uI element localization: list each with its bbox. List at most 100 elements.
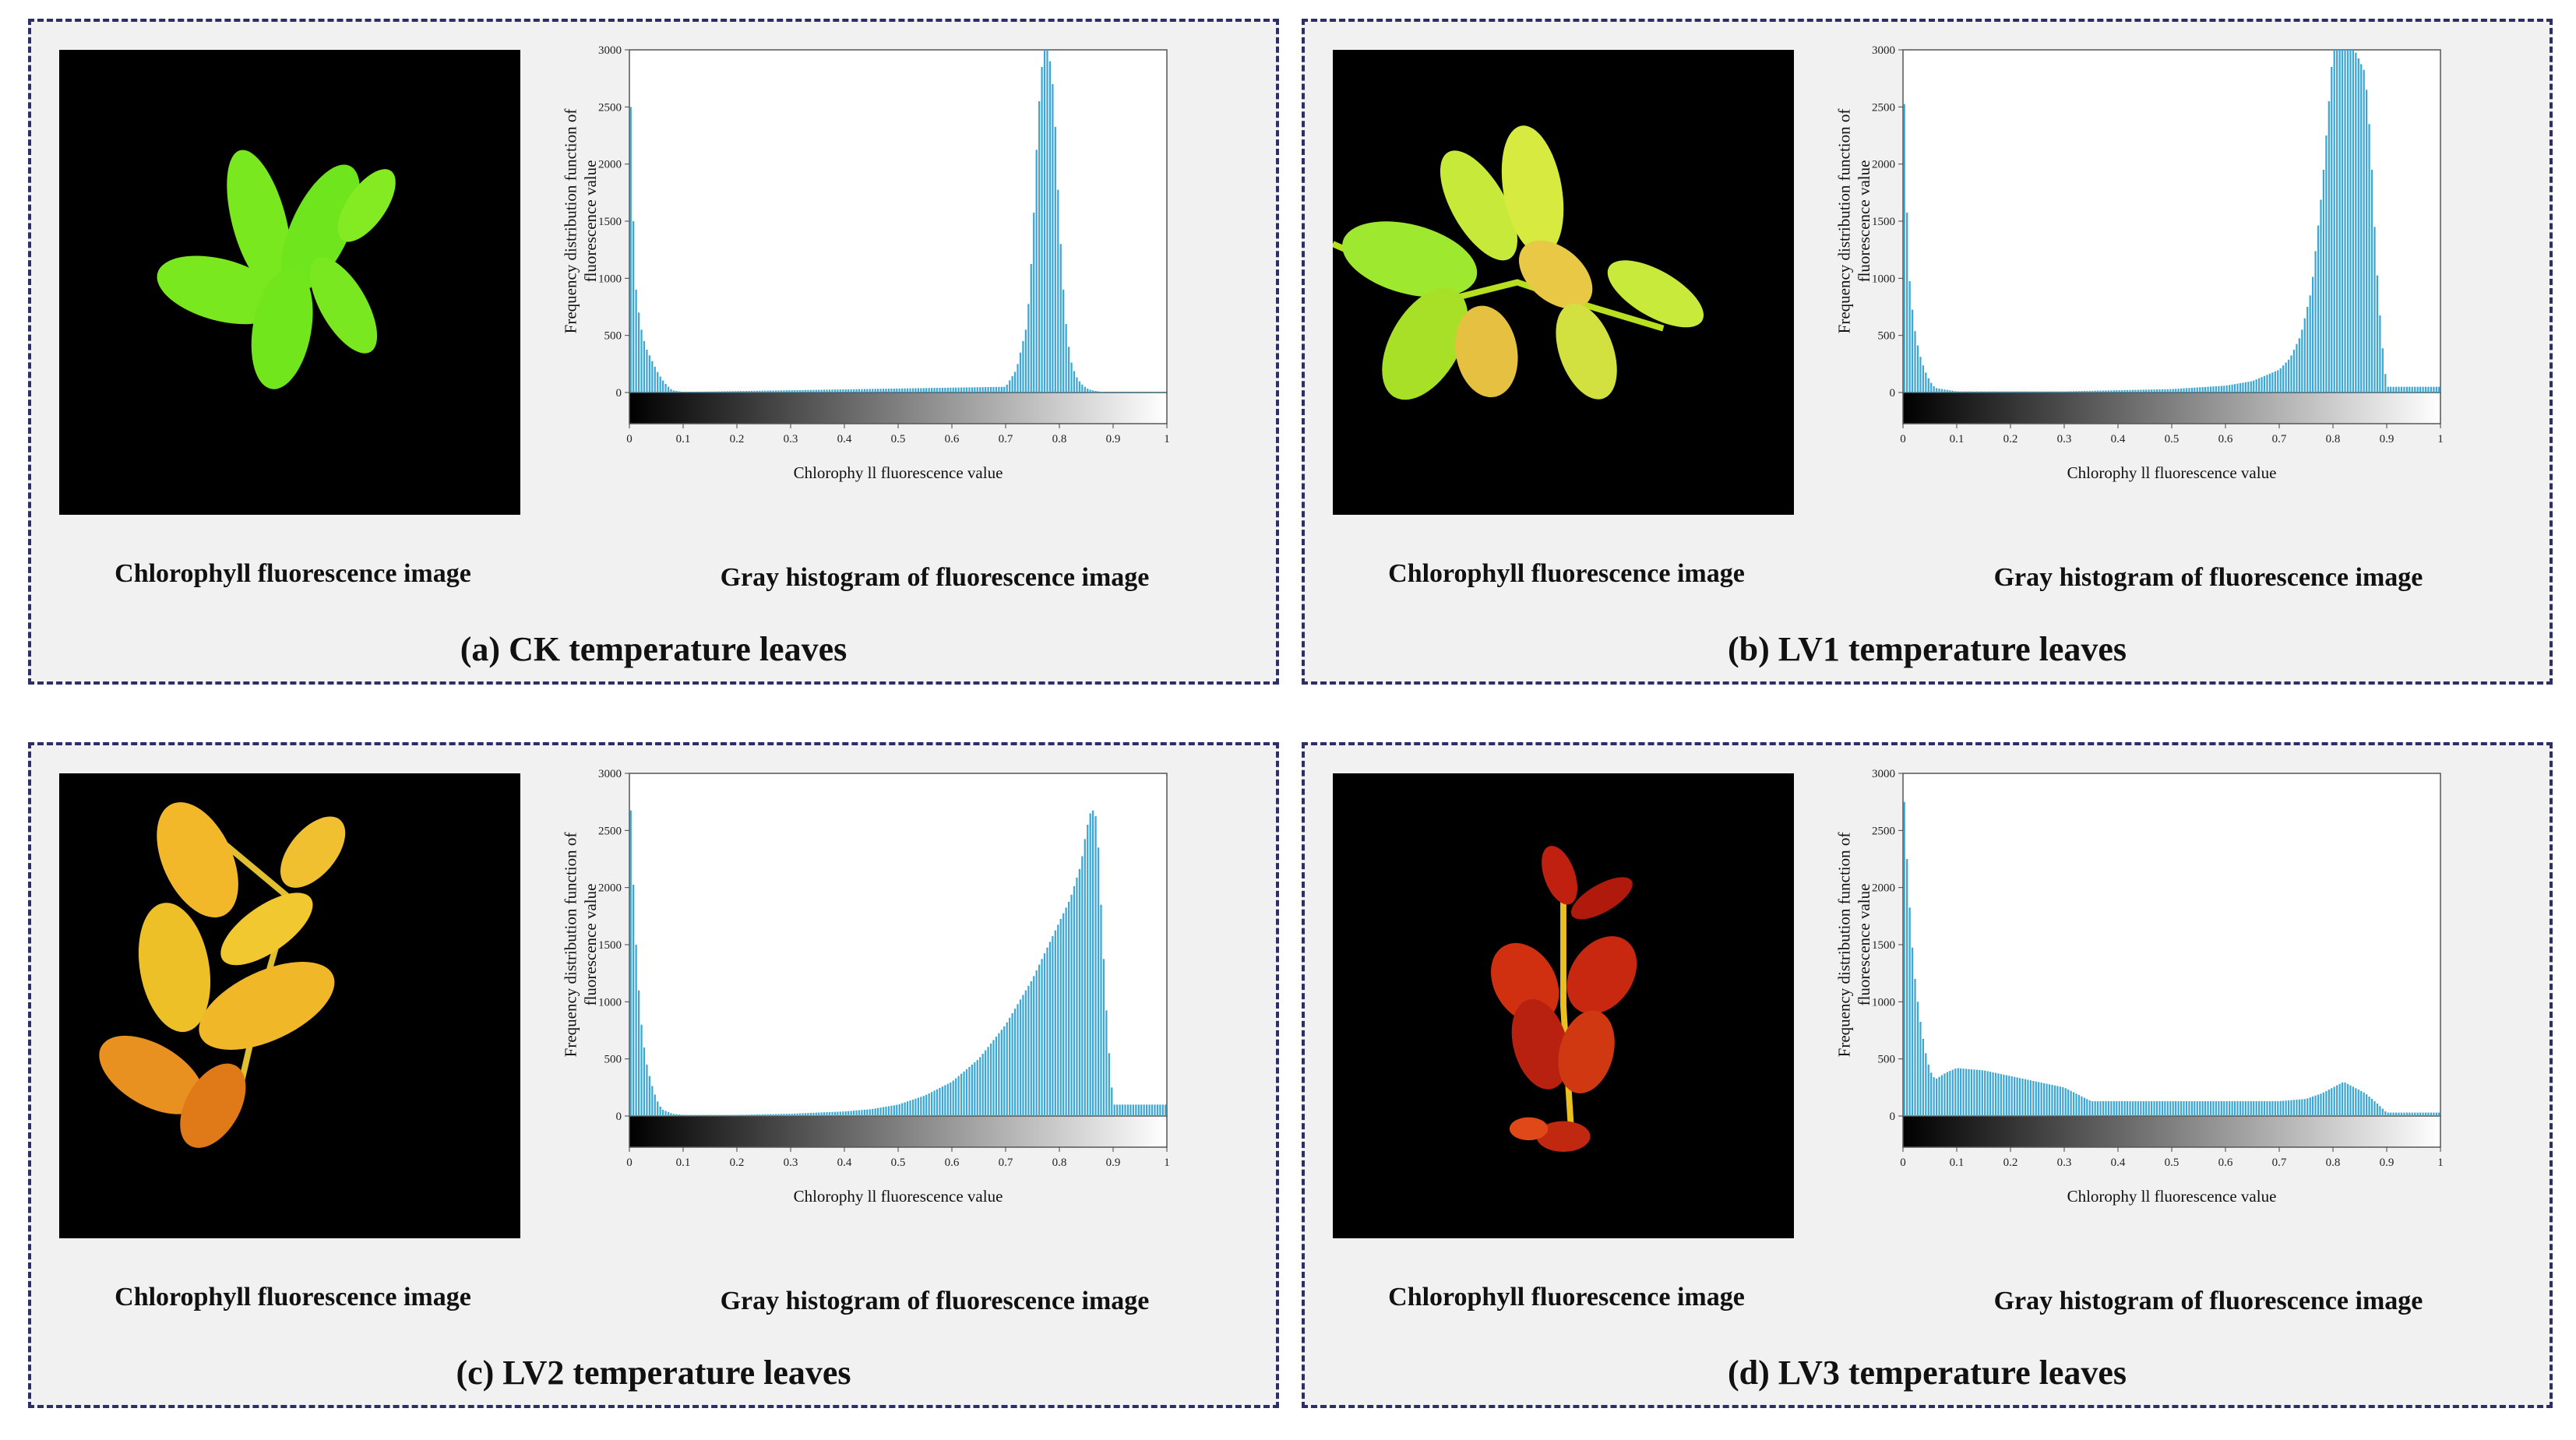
histogram-bar	[1111, 1087, 1113, 1116]
histogram-bar	[957, 1076, 960, 1116]
histogram-bar	[2258, 1100, 2261, 1116]
histogram-bar	[1940, 1075, 1943, 1116]
histogram-bar	[893, 1105, 895, 1116]
histogram-bar	[2231, 1100, 2233, 1116]
histogram-bar	[1137, 1104, 1140, 1116]
histogram-bar	[654, 367, 656, 393]
histogram-bar	[2000, 1074, 2003, 1116]
histogram-bar	[914, 1098, 917, 1116]
histogram-bar	[1000, 1030, 1003, 1116]
histogram-bar	[1126, 1104, 1129, 1116]
histogram-bar	[968, 1066, 971, 1116]
histogram-bar	[2003, 1074, 2005, 1116]
x-tick-label: 0	[626, 433, 633, 445]
histogram-bar	[1951, 390, 1954, 393]
histogram-bar	[691, 392, 694, 393]
histogram-bar	[812, 389, 815, 393]
histogram-bar	[2433, 386, 2435, 393]
histogram-bar	[2239, 1100, 2242, 1116]
histogram-bar	[667, 1111, 670, 1116]
histogram-bar	[729, 391, 731, 393]
histogram-bar	[1994, 1072, 1997, 1116]
histogram-bar	[2155, 1100, 2158, 1116]
histogram-bar	[2059, 1086, 2061, 1116]
histogram-bar	[662, 1109, 664, 1116]
histogram-bar	[702, 1114, 704, 1116]
histogram-bar	[721, 391, 724, 393]
histogram-bar	[869, 389, 871, 393]
histogram-bar	[2190, 1100, 2193, 1116]
y-tick-label: 1500	[1872, 939, 1895, 952]
y-tick-label: 0	[1890, 1111, 1896, 1123]
histogram-bar	[833, 389, 837, 393]
histogram-bar	[922, 1096, 925, 1116]
panel-d: 0 500 1000 1500 2000 2500 3000 0 0.1 0.2 0.3 0.4 0.5…	[1302, 742, 2553, 1408]
histogram-bar	[780, 1114, 783, 1116]
histogram-bar	[766, 390, 769, 393]
histogram-bar	[1035, 150, 1038, 393]
histogram-bar	[2320, 199, 2322, 393]
histogram-bar	[1116, 1104, 1119, 1116]
histogram-bar	[2040, 1083, 2042, 1116]
histogram-bar	[928, 388, 930, 393]
histogram-bars	[1903, 50, 2440, 393]
histogram-bar	[2242, 382, 2244, 393]
histogram-bar	[726, 391, 729, 393]
histogram-bar	[2024, 1079, 2027, 1116]
histogram-bar	[855, 1110, 858, 1116]
histogram-bar	[2287, 1100, 2290, 1116]
grayscale-colorbar	[1902, 392, 2441, 424]
histogram-bar	[1914, 331, 1916, 393]
histogram-bar	[1981, 391, 1983, 393]
x-tick-label: 0.2	[2003, 1157, 2018, 1169]
histogram-bar	[689, 1114, 691, 1116]
histogram-bar	[936, 1089, 939, 1116]
histogram-bar	[963, 1071, 965, 1116]
histogram-bar	[2072, 391, 2075, 393]
histogram-bar	[2091, 390, 2094, 393]
histogram-bar	[753, 1114, 756, 1116]
histogram-bar	[2046, 1083, 2048, 1116]
histogram-bar	[2233, 384, 2236, 393]
x-tick-label: 1	[1164, 1157, 1170, 1169]
histogram-bar	[2287, 359, 2290, 393]
histogram-bar	[2177, 389, 2180, 393]
y-tick-label: 0	[616, 387, 622, 400]
histogram-bar	[2131, 389, 2134, 393]
histogram-bar	[1121, 1104, 1124, 1116]
histogram-bar	[2357, 58, 2359, 393]
y-tick-label: 2000	[1872, 882, 1895, 895]
histogram-bar	[2064, 391, 2067, 393]
histogram-bar	[1092, 810, 1094, 1116]
histogram-bar	[1024, 990, 1027, 1116]
histogram-bar	[2236, 1100, 2239, 1116]
histogram-bar	[794, 1113, 796, 1116]
histogram-bar	[2285, 1100, 2287, 1116]
histogram-bar	[691, 1114, 694, 1116]
histogram-bar	[1113, 392, 1115, 393]
histogram-bar	[2212, 386, 2215, 393]
histogram-bar	[2430, 386, 2433, 393]
histogram-bar	[2325, 136, 2328, 393]
x-axis-label: Chlorophy ll fluorescence value	[794, 463, 1003, 482]
histogram-bar	[1151, 392, 1154, 393]
histogram-bar	[861, 389, 863, 393]
histogram-bar	[1975, 391, 1978, 393]
histogram-bar	[2266, 375, 2268, 393]
histogram-bar	[1957, 391, 1959, 393]
histogram-bar	[759, 390, 761, 393]
histogram-bar	[1041, 959, 1043, 1116]
histogram-bar	[2134, 389, 2137, 393]
histogram-bar	[872, 1108, 874, 1116]
histogram-bar	[1052, 936, 1054, 1116]
histogram-bar	[1140, 392, 1143, 393]
histogram-bar	[985, 1050, 987, 1116]
histogram-bar	[737, 391, 739, 393]
histogram-bar	[791, 1113, 793, 1116]
y-tick-label: 1000	[598, 996, 622, 1009]
histogram-bar	[2118, 1100, 2120, 1116]
histogram-bar	[2403, 1112, 2405, 1116]
histogram-bar	[1994, 391, 1997, 393]
histogram-bar	[2373, 1100, 2376, 1116]
y-tick-label: 0	[1890, 387, 1896, 400]
